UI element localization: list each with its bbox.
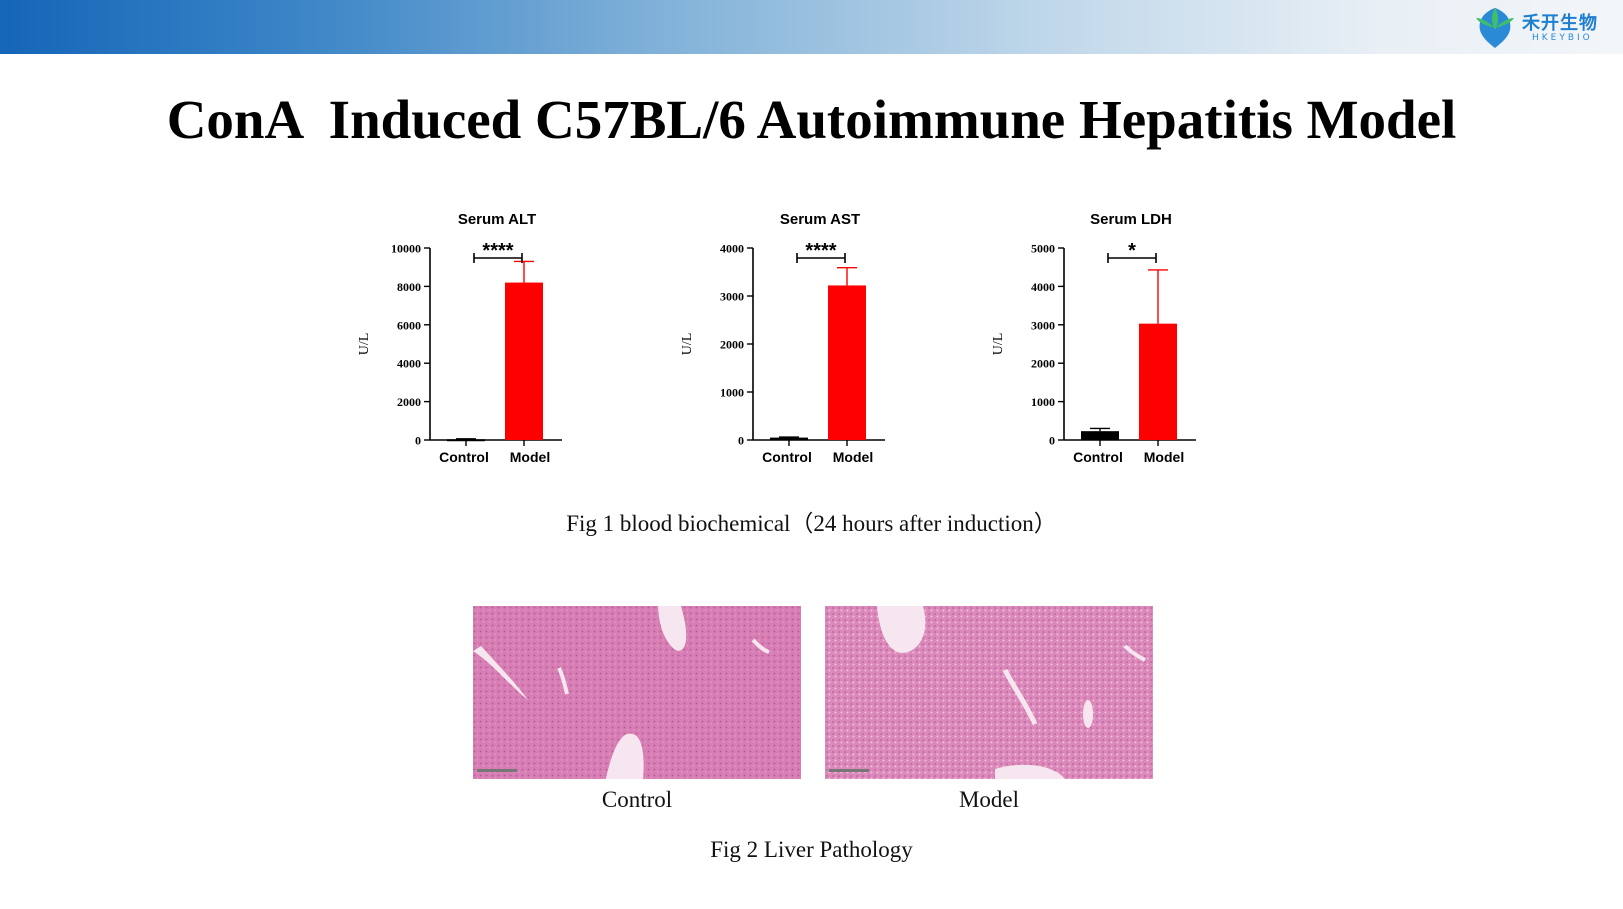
chart-serum-ldh: Serum LDH U/L 0 1000 2000 3000 4000 5000 Control…	[991, 211, 1196, 465]
header-bar	[0, 0, 1623, 54]
y-tick-label: 2000	[720, 338, 744, 352]
logo-subtitle: HKEYBIO	[1532, 33, 1593, 43]
bar-model	[828, 285, 866, 440]
y-tick-label: 2000	[397, 395, 421, 409]
y-tick-label: 10000	[391, 242, 421, 256]
chart-title: Serum AST	[780, 211, 860, 228]
company-logo: 禾开生物 HKEYBIO	[1470, 4, 1620, 50]
y-tick-label: 6000	[397, 318, 421, 332]
logo-name: 禾开生物	[1522, 13, 1598, 34]
significance-label: ****	[805, 240, 836, 262]
fig2-model-label: Model	[958, 787, 1020, 812]
fig2-control-label: Control	[601, 787, 673, 812]
y-tick-label: 0	[1049, 434, 1055, 448]
y-axis-label: U/L	[991, 333, 1006, 356]
bar-model	[1139, 323, 1177, 440]
chart-serum-ast: Serum AST U/L 0 1000 2000 3000 4000 Control Mode…	[680, 211, 885, 465]
liver-histology-model-image	[825, 606, 1153, 779]
x-tick-label-control: Control	[439, 449, 489, 465]
y-tick-label: 4000	[720, 242, 744, 256]
y-tick-label: 4000	[397, 357, 421, 371]
fig1-caption: Fig 1 blood biochemical（24 hours after i…	[566, 511, 1057, 536]
y-tick-label: 1000	[720, 386, 744, 400]
y-tick-label: 0	[738, 434, 744, 448]
bar-model	[505, 282, 543, 440]
chart-serum-alt: Serum ALT U/L 0 2000 4000 6000 8000 10000 Contro…	[357, 211, 562, 465]
y-axis-label: U/L	[680, 333, 695, 356]
y-tick-label: 2000	[1031, 357, 1055, 371]
chart-title: Serum ALT	[458, 211, 536, 228]
leaf-logo-icon	[1476, 8, 1514, 48]
y-tick-label: 5000	[1031, 242, 1055, 256]
x-tick-label-control: Control	[762, 449, 812, 465]
page-title: ConA Induced C57BL/6 Autoimmune Hepatiti…	[166, 89, 1457, 150]
x-tick-label-model: Model	[510, 449, 550, 465]
y-tick-label: 0	[415, 434, 421, 448]
chart-title: Serum LDH	[1090, 211, 1172, 228]
y-tick-label: 4000	[1031, 280, 1055, 294]
y-axis-label: U/L	[357, 333, 372, 356]
significance-label: *	[1128, 240, 1136, 262]
fig2-caption: Fig 2 Liver Pathology	[710, 837, 913, 862]
x-tick-label-model: Model	[1144, 449, 1184, 465]
significance-label: ****	[482, 240, 513, 262]
y-tick-label: 8000	[397, 280, 421, 294]
y-tick-label: 3000	[1031, 318, 1055, 332]
bar-control	[770, 437, 808, 440]
x-tick-label-model: Model	[833, 449, 873, 465]
x-tick-label-control: Control	[1073, 449, 1123, 465]
y-tick-label: 1000	[1031, 395, 1055, 409]
liver-histology-control-image	[473, 606, 801, 779]
y-tick-label: 3000	[720, 290, 744, 304]
bar-control	[1081, 431, 1119, 440]
